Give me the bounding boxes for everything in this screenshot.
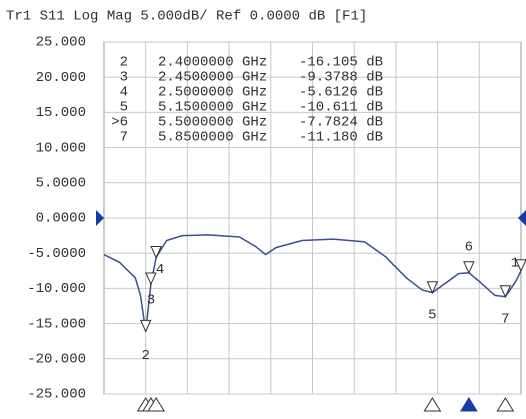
marker-value: -11.180 dB [299,130,383,146]
chart-title: Tr1 S11 Log Mag 5.000dB/ Ref 0.0000 dB [… [6,9,367,25]
marker-label: 7 [501,311,509,327]
marker-label: 1 [511,256,519,272]
marker-value: -9.3788 dB [299,70,383,86]
marker-value: -7.7824 dB [299,115,383,131]
marker-id: 5 [120,100,128,116]
marker-value: -10.611 dB [299,100,383,116]
y-tick-label: -20.000 [27,352,86,368]
marker-frequency: 2.5000000 GHz [158,85,267,101]
y-tick-label: 15.000 [36,105,86,121]
marker-triangle [499,285,512,298]
marker-frequency: 5.5000000 GHz [158,115,267,131]
y-tick-label: 0.0000 [36,211,86,227]
y-tick-label: -25.000 [27,387,86,403]
y-tick-label: 5.0000 [36,176,86,192]
marker-id: 7 [120,130,128,146]
marker-position [423,397,442,412]
marker-label: 6 [465,239,473,255]
y-tick-label: -15.000 [27,316,86,332]
y-tick-label: 10.000 [36,140,86,156]
marker-triangle [463,261,475,274]
marker-label: 5 [428,307,436,323]
marker-frequency: 2.4500000 GHz [158,70,267,86]
marker-id: 3 [120,70,128,86]
ref-arrow-left [96,210,104,226]
marker-value: -16.105 dB [299,55,383,71]
marker-position [147,397,166,412]
y-tick-label: 25.000 [36,35,86,51]
marker-triangle [145,272,157,286]
marker-position [459,397,478,412]
marker-triangle [150,246,162,259]
trace [103,234,522,332]
marker-label: 2 [141,348,149,364]
y-tick-label: -5.0000 [27,246,86,262]
marker-id: >6 [111,115,128,131]
y-tick-label: 20.000 [36,70,86,86]
marker-triangle [426,281,439,294]
marker-frequency: 2.4000000 GHz [158,55,267,71]
ref-arrow-right [518,210,526,226]
marker-value: -5.6126 dB [299,85,383,101]
marker-id: 2 [120,55,128,71]
marker-id: 4 [120,85,128,101]
marker-triangle [515,259,526,273]
marker-triangle [139,319,152,333]
marker-frequency: 5.1500000 GHz [158,100,267,116]
marker-frequency: 5.8500000 GHz [158,130,267,146]
marker-label: 3 [147,293,155,309]
y-tick-label: -10.000 [27,281,86,297]
marker-position [496,397,515,412]
marker-label: 4 [156,262,164,278]
